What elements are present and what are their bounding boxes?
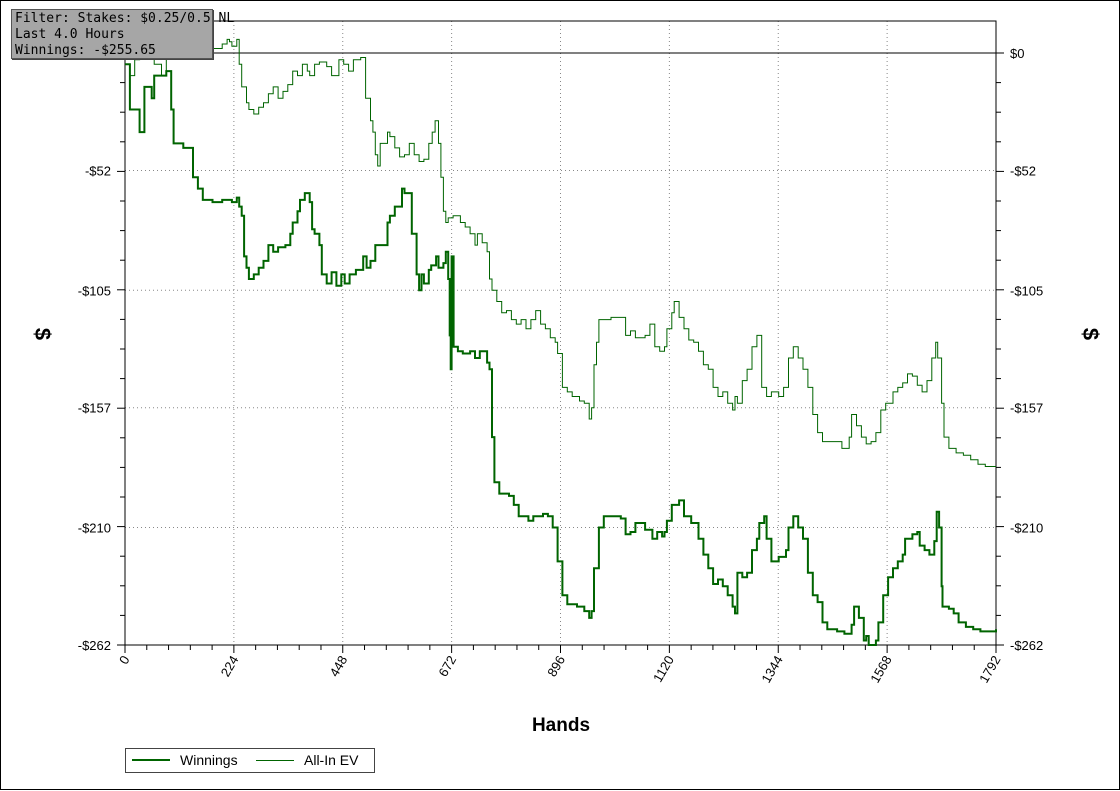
legend-label-allin-ev: All-In EV (304, 752, 359, 768)
x-tick-label: 672 (435, 653, 459, 679)
filter-winnings-text: Winnings: -$255.65 (15, 43, 156, 58)
y-tick-label-left: -$105 (78, 283, 111, 298)
x-tick-label: 896 (544, 653, 568, 679)
y-tick-label-right: -$52 (1010, 163, 1036, 178)
y-tick-label-left: -$157 (78, 401, 111, 416)
y-tick-label-left: -$262 (78, 638, 111, 653)
y-tick-label-right: -$262 (1010, 638, 1043, 653)
filter-info-box: Filter: Stakes: $0.25/0.5 NL Last 4.0 Ho… (11, 9, 235, 59)
legend-label-winnings: Winnings (180, 752, 238, 768)
legend-swatch-winnings (132, 759, 170, 761)
grid (125, 21, 996, 645)
x-tick-label: 0 (116, 653, 133, 667)
legend-item-winnings: Winnings (132, 752, 238, 768)
filter-stakes-text: Filter: Stakes: $0.25/0.5 NL (15, 11, 235, 26)
x-tick-label: 448 (327, 653, 351, 679)
y-tick-label-right: -$157 (1010, 401, 1043, 416)
y-axis-title-right: $ (1078, 328, 1103, 340)
x-tick-label: 224 (218, 653, 242, 679)
filter-time-text: Last 4.0 Hours (15, 27, 125, 42)
series-winnings-line (125, 63, 997, 646)
legend-swatch-allin-ev (256, 759, 294, 761)
series-allin-ev-line (125, 38, 996, 467)
y-tick-label-right: $0 (1010, 46, 1024, 61)
series-group (125, 38, 997, 646)
y-tick-label-right: -$105 (1010, 283, 1043, 298)
legend: Winnings All-In EV (125, 748, 375, 773)
y-axis-title-left: $ (30, 328, 55, 340)
y-tick-label-left: -$52 (85, 163, 111, 178)
y-tick-label-left: -$210 (78, 521, 111, 536)
x-axis-title: Hands (532, 715, 590, 736)
x-tick-label: 1792 (976, 653, 1003, 686)
x-tick-label: 1344 (758, 653, 785, 686)
x-tick-label: 1120 (650, 653, 677, 685)
y-tick-label-right: -$210 (1010, 521, 1043, 536)
x-tick-label: 1568 (867, 653, 894, 686)
axes (117, 20, 1004, 653)
legend-item-allin-ev: All-In EV (256, 752, 358, 768)
